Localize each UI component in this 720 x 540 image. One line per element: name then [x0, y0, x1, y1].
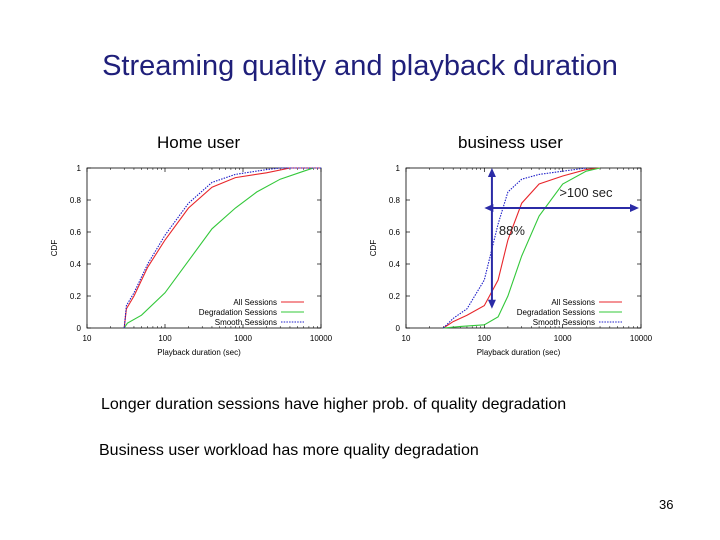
- y-axis-label: CDF: [369, 240, 378, 257]
- chart-title-business-user: business user: [458, 133, 563, 152]
- x-tick-label: 10: [83, 334, 92, 343]
- slide-title: Streaming quality and playback duration: [102, 50, 618, 82]
- annotation-text-percentage: 88%: [499, 223, 525, 238]
- x-tick-label: 10000: [630, 334, 653, 343]
- arrowhead-down: [487, 299, 496, 309]
- x-tick-label: 1000: [554, 334, 572, 343]
- x-tick-label: 100: [158, 334, 172, 343]
- series-line-degradation-sessions: [443, 167, 601, 329]
- y-tick-label: 0.8: [70, 196, 82, 205]
- x-axis-label: Playback duration (sec): [477, 348, 561, 357]
- x-tick-label: 10: [402, 334, 411, 343]
- y-tick-label: 0.8: [389, 196, 401, 205]
- legend-label: All Sessions: [551, 298, 595, 307]
- y-tick-label: 0: [396, 324, 401, 333]
- y-tick-label: 0.4: [389, 260, 401, 269]
- chart-title-home-user: Home user: [157, 133, 241, 152]
- x-tick-label: 10000: [310, 334, 333, 343]
- y-axis-label: CDF: [50, 240, 59, 257]
- series-line-degradation-sessions: [123, 167, 314, 329]
- y-tick-label: 0.6: [70, 228, 82, 237]
- x-tick-label: 100: [478, 334, 492, 343]
- legend-label: Smooth Sessions: [215, 318, 277, 327]
- arrowhead-up: [487, 168, 496, 177]
- y-tick-label: 0.2: [389, 292, 401, 301]
- legend-label: Degradation Sessions: [199, 308, 277, 317]
- series-line-all-sessions: [443, 167, 601, 329]
- legend-label: All Sessions: [233, 298, 277, 307]
- y-tick-label: 0.6: [389, 228, 401, 237]
- x-tick-label: 1000: [234, 334, 252, 343]
- plot-frame: [86, 167, 322, 329]
- y-tick-label: 0: [77, 324, 82, 333]
- chart-home-user: 0 0.2 0.4 0.6 0.8 1 10 100 1000 10000 Playback dur…: [50, 164, 333, 357]
- bullet-text-2: Business user workload has more quality …: [99, 442, 479, 459]
- series-line-smooth-sessions: [123, 167, 321, 329]
- bullet-text-1: Longer duration sessions have higher pro…: [101, 396, 567, 413]
- y-tick-label: 1: [396, 164, 401, 173]
- legend-label: Smooth Sessions: [533, 318, 595, 327]
- y-tick-label: 0.2: [70, 292, 82, 301]
- y-tick-label: 1: [77, 164, 82, 173]
- y-tick-label: 0.4: [70, 260, 82, 269]
- plot-frame: [405, 167, 642, 329]
- page-number: 36: [659, 497, 674, 512]
- chart-business-user: 0 0.2 0.4 0.6 0.8 1 10 100 1000 10000 Playback dur…: [369, 164, 653, 357]
- legend-label: Degradation Sessions: [517, 308, 595, 317]
- arrowhead-right: [630, 204, 639, 212]
- x-axis-label: Playback duration (sec): [157, 348, 241, 357]
- series-line-all-sessions: [123, 167, 321, 329]
- annotation-text-duration: >100 sec: [559, 185, 613, 200]
